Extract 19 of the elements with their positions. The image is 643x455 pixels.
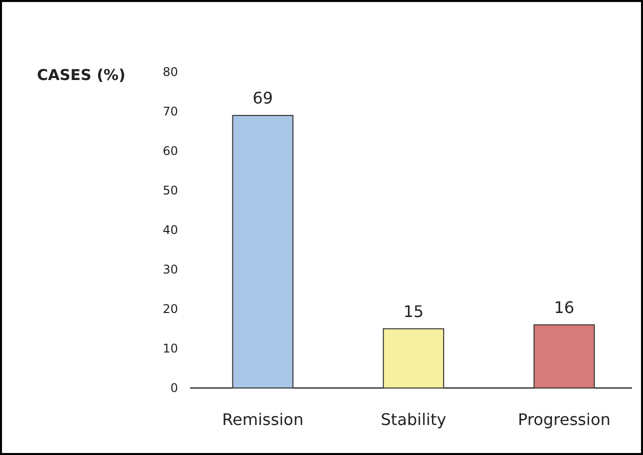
y-tick-label: 20 — [162, 302, 178, 316]
y-tick-label: 50 — [162, 184, 178, 198]
bar — [232, 114, 294, 388]
y-tick-label: 60 — [162, 144, 178, 158]
x-tick-label: Stability — [380, 410, 446, 429]
y-tick-label: 80 — [162, 65, 178, 80]
x-tick-label: Remission — [222, 410, 304, 429]
x-tick-label: Progression — [518, 410, 611, 429]
data-label: 16 — [554, 298, 574, 317]
data-label: 15 — [403, 302, 424, 321]
y-tick-label: 40 — [162, 223, 178, 238]
bar — [382, 328, 444, 388]
y-tick-label: 0 — [170, 381, 178, 396]
y-axis-title: CASES (%) — [37, 66, 126, 84]
y-tick-label: 10 — [162, 342, 178, 356]
y-tick-label: 30 — [162, 262, 178, 277]
bar — [534, 324, 595, 388]
y-tick-label: 70 — [162, 104, 178, 119]
data-label: 69 — [252, 88, 273, 108]
